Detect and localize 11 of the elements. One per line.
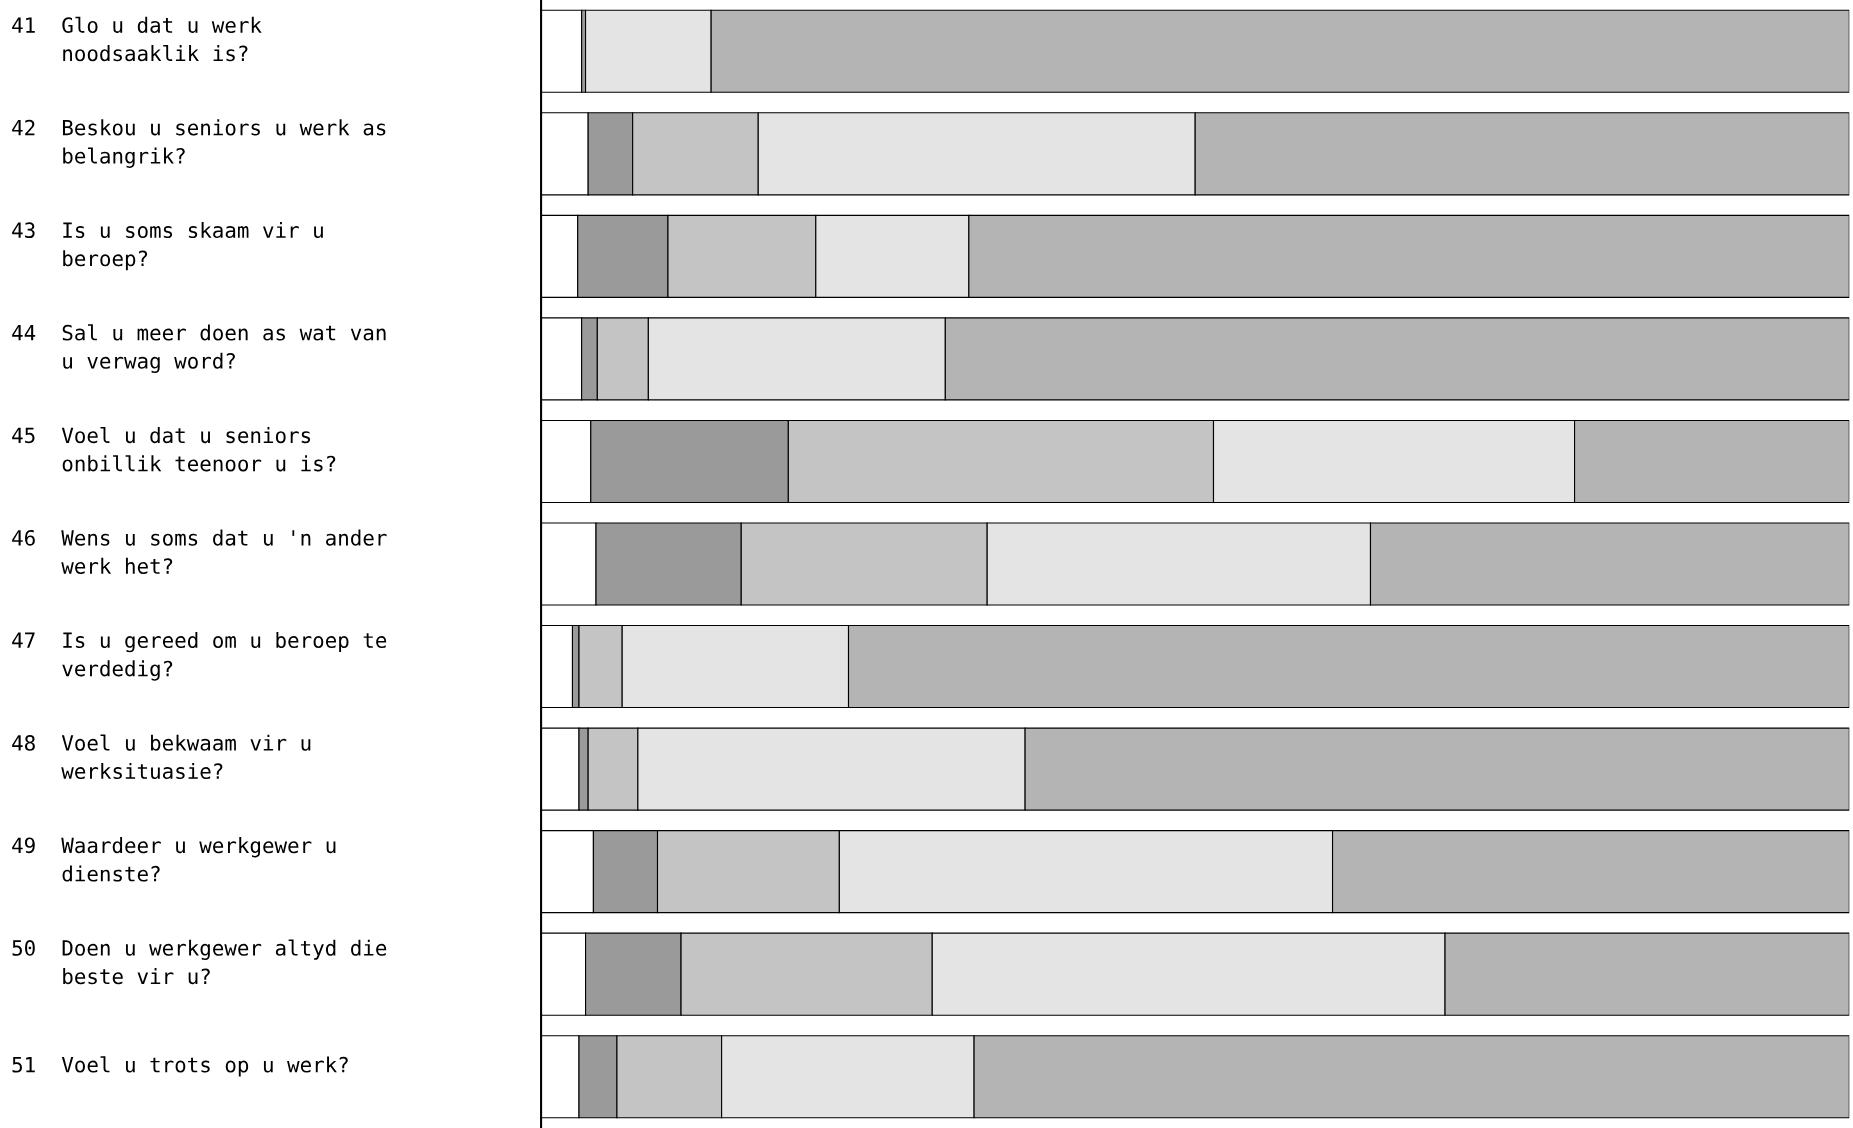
y-tick-label: 47 Is u gereed om u beroep te verdedig? [12, 631, 387, 681]
y-tick-label: 49 Waardeer u werkgewer u dienste? [12, 837, 336, 882]
y-tick-label: 45 Voel u dat u seniors onbillik teenoor u is? [12, 426, 336, 472]
y-tick-label: 43 Is u soms skaam vir u beroep? [12, 221, 323, 271]
y-tick-label: 48 Voel u bekwaam vir u werksituasie? [12, 734, 311, 780]
y-tick-label: 50 Doen u werkgewer altyd die beste vir u? [12, 939, 387, 985]
y-tick-label: 41 Glo u dat u werk noodsaaklik is? [12, 16, 262, 62]
y-tick-label: 46 Wens u soms dat u 'n ander werk het? [12, 529, 387, 574]
y-tick-label: 42 Beskou u seniors u werk as belangrik? [12, 119, 386, 168]
y-tick-label: 44 Sal u meer doen as wat van u verwag word? [12, 324, 386, 373]
y-tick-label: 51 Voel u trots op u werk? [12, 1056, 348, 1077]
